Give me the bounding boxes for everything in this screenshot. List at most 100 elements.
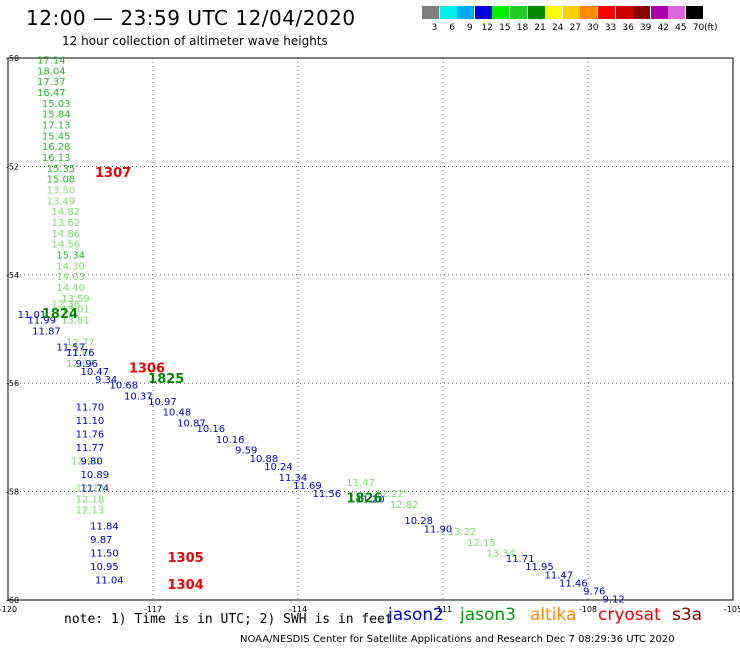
color-swatch-15 [492,6,510,19]
color-swatch-33 [598,6,615,19]
swh-value-jason2: 11.95 [525,562,554,573]
legend-jason2: jason2 [388,605,444,625]
swh-value-jason3: 17.13 [42,120,71,131]
y-tick-label: -52 [6,162,19,171]
swh-value-jason3: 13.34 [487,549,516,560]
swh-value-jason2: 11.50 [90,549,119,560]
x-tick-label: -105 [724,605,740,614]
swh-value-jason2: 11.46 [559,578,588,589]
swh-value-jason2: 10.87 [177,419,206,430]
swh-value-jason3: 17.14 [37,55,66,66]
swh-value-jason2: 11.74 [81,484,110,495]
swh-value-jason3: 12.90 [71,457,100,468]
swh-value-jason3: 14.82 [52,207,81,218]
swh-value-jason3: 13.22 [448,527,477,538]
time-label: 1826 [346,491,382,506]
color-label-39: 39 [639,23,652,33]
swh-value-jason2: 11.01 [18,310,47,321]
swh-value-jason2: 10.28 [404,516,433,527]
color-swatch-21 [527,6,545,19]
swh-value-jason2: 11.90 [424,524,453,535]
color-label-70: 70 [692,23,705,33]
swh-value-jason2: 10.48 [163,408,192,419]
y-tick-label: -58 [6,488,19,497]
swh-value-jason3: 13.50 [47,186,76,197]
y-tick-label: -60 [6,596,19,605]
swh-value-jason3: 13.01 [61,305,90,316]
x-tick-label: -120 [0,605,17,614]
color-swatch-39 [633,6,651,19]
swh-value-jason2: 10.89 [81,470,110,481]
color-label-42: 42 [657,23,670,33]
time-label: 1306 [129,361,165,376]
color-swatch-70 [686,6,703,19]
color-label-6: 6 [449,23,455,33]
swh-value-jason2: 11.56 [313,489,342,500]
swh-value-jason2: 10.16 [216,435,245,446]
swh-value-jason3: 16.47 [37,88,66,99]
color-label-15: 15 [499,23,511,33]
swh-value-jason3: 17.37 [37,77,66,88]
swh-value-jason3: 16.13 [42,153,71,164]
swh-value-jason3: 12.22 [375,489,404,500]
plot-frame [7,57,734,601]
swh-value-jason2: 10.97 [148,397,177,408]
swh-value-jason2: 10.47 [81,367,110,378]
x-tick-label: -114 [289,605,307,614]
color-label-9: 9 [466,23,473,33]
legend-altika: altika [530,605,577,625]
swh-value-jason2: 9.34 [95,375,117,386]
swh-value-jason2: 9.96 [76,359,98,370]
color-swatch-18 [510,6,527,19]
swh-value-jason3: 11.47 [346,478,375,489]
swh-value-jason2: 11.87 [32,326,61,337]
color-scale-unit: (ft) [704,23,718,33]
swh-value-jason2: 11.77 [76,443,105,454]
time-label: 1305 [168,551,204,566]
swh-value-jason2: 11.04 [95,576,124,587]
swh-value-jason3: 12.85 [66,348,95,359]
swh-value-jason2: 11.70 [76,402,105,413]
time-label: 1825 [148,372,184,387]
swh-value-jason3: 13.49 [47,196,76,207]
swh-value-jason2: 11.10 [76,416,105,427]
color-label-45: 45 [675,23,687,33]
swh-value-jason2: 10.95 [90,562,119,573]
swh-value-jason2: 11.20 [356,494,385,505]
color-swatch-9 [457,6,475,19]
swh-value-jason3: 15.45 [42,131,71,142]
color-label-24: 24 [551,23,564,33]
swh-value-jason2: 11.34 [279,473,308,484]
swh-value-jason2: 11.99 [27,316,56,327]
swh-value-jason3: 15.84 [42,110,71,121]
swh-value-jason2: 9.12 [603,595,625,606]
swh-value-jason3: 14.56 [52,240,81,251]
chart-subtitle: 12 hour collection of altimeter wave hei… [62,34,328,48]
y-tick-label: -56 [6,379,19,388]
swh-value-jason2: 9.80 [81,457,103,468]
swh-value-jason3: 12.15 [467,538,496,549]
color-swatch-24 [545,6,563,19]
swh-value-jason3: 15.03 [42,99,71,110]
legend-cryosat: cryosat [598,605,661,625]
y-tick-label: -54 [6,271,19,280]
swh-value-jason3: 16.28 [42,142,71,153]
swh-value-jason3: 18.04 [37,66,66,77]
color-swatch-45 [668,6,686,19]
swh-value-jason2: 11.71 [506,554,535,565]
swh-value-jason2: 10.88 [250,454,279,465]
swh-value-jason3: 13.62 [52,218,81,229]
color-label-21: 21 [534,23,546,33]
x-tick-label: -108 [579,605,597,614]
swh-value-jason3: 13.81 [61,316,90,327]
swh-value-jason2: 10.37 [124,391,153,402]
color-swatch-12 [474,6,492,19]
swh-value-jason3: 12.77 [66,337,95,348]
swh-value-jason3: 14.86 [52,229,81,240]
credit-text: NOAA/NESDIS Center for Satellite Applica… [240,634,675,645]
x-tick-label: -117 [144,605,162,614]
color-label-30: 30 [587,23,599,33]
swh-value-jason3: 14.03 [56,272,85,283]
swh-value-jason3: 13.59 [61,294,90,305]
swh-value-jason3: 12.18 [76,494,105,505]
